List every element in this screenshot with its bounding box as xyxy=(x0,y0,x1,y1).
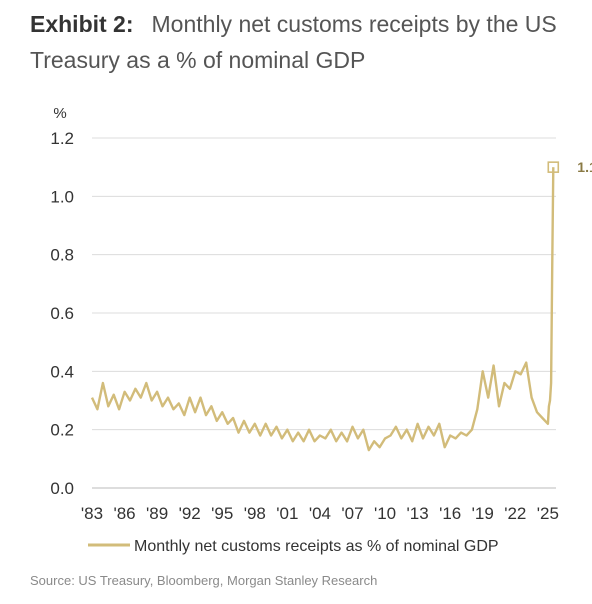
plot-area: 1.1 xyxy=(90,159,592,452)
x-tick-label: '22 xyxy=(504,504,526,523)
legend: Monthly net customs receipts as % of nom… xyxy=(88,538,499,555)
chart-title-text: Monthly net customs receipts by the US T… xyxy=(30,11,557,73)
y-axis: 0.0 0.2 0.4 0.6 0.8 1.0 1.2% xyxy=(50,105,74,498)
x-tick-label: '01 xyxy=(276,504,298,523)
x-tick-label: '13 xyxy=(407,504,429,523)
x-tick-label: '19 xyxy=(472,504,494,523)
gridlines xyxy=(92,137,556,489)
x-tick-label: '83 xyxy=(81,504,103,523)
end-point-marker xyxy=(547,161,560,173)
y-axis-label: % xyxy=(53,105,66,122)
x-tick-label: '04 xyxy=(309,504,331,523)
y-tick-label: 0.0 xyxy=(50,479,74,498)
x-tick-label: '16 xyxy=(439,504,461,523)
x-tick-label: '25 xyxy=(537,504,559,523)
x-tick-label: '07 xyxy=(341,504,363,523)
exhibit-label: Exhibit 2: xyxy=(30,11,134,37)
legend-label: Monthly net customs receipts as % of nom… xyxy=(134,538,499,555)
y-tick-label: 1.0 xyxy=(50,187,74,206)
x-tick-label: '92 xyxy=(179,504,201,523)
chart-title: Exhibit 2: Monthly net customs receipts b… xyxy=(30,6,590,78)
y-tick-label: 0.8 xyxy=(50,246,74,265)
data-label: 1.1 xyxy=(577,159,592,175)
x-tick-label: '89 xyxy=(146,504,168,523)
y-tick-label: 0.6 xyxy=(50,304,74,323)
y-tick-label: 1.2 xyxy=(50,129,74,148)
source-note: Source: US Treasury, Bloomberg, Morgan S… xyxy=(30,573,378,588)
series-line xyxy=(90,167,555,452)
y-tick-label: 0.4 xyxy=(50,362,74,381)
x-axis: '83 '86 '89 '92 '95 '98 '01 '04 '07 '10 '13 '16 '19 '… xyxy=(81,504,559,523)
x-tick-label: '95 xyxy=(211,504,233,523)
x-tick-label: '98 xyxy=(244,504,266,523)
y-tick-label: 0.2 xyxy=(50,421,74,440)
x-tick-label: '86 xyxy=(113,504,135,523)
x-tick-label: '10 xyxy=(374,504,396,523)
